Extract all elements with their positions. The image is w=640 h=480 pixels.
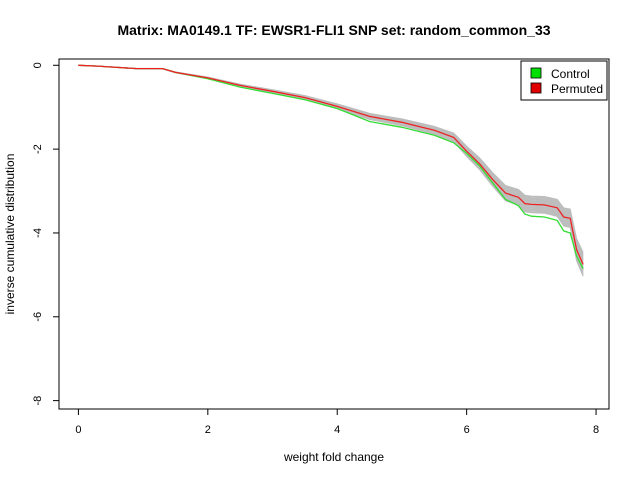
y-tick-label: 0 [32,62,44,68]
permutation-line [78,64,584,276]
permutation-line [78,64,584,262]
legend-permuted-label: Permuted [551,82,603,96]
x-tick-label: 4 [334,424,340,436]
permutation-line [78,64,584,265]
series-line-permuted [78,64,584,265]
permutation-line [78,64,584,269]
x-tick-label: 2 [205,424,211,436]
permutation-line [78,64,584,272]
permutation-line [78,64,584,275]
x-tick-label: 8 [593,424,599,436]
permutation-line [78,64,584,273]
permutation-line [78,64,584,258]
x-axis: 0 2 4 6 8 [75,408,599,436]
permutation-line [78,64,584,259]
legend: Control Permuted [520,60,608,101]
permutation-line [78,64,584,255]
y-axis-label: inverse cumulative distribution [3,154,17,315]
permutation-line [78,64,584,260]
chart-title: Matrix: MA0149.1 TF: EWSR1-FLI1 SNP set:… [117,22,550,38]
permutation-line [78,64,584,277]
permutation-line [78,64,584,253]
legend-permuted-swatch [530,82,542,94]
permutation-line [78,64,584,266]
y-tick-label: -2 [32,144,44,154]
permutation-line [78,64,584,256]
y-tick-label: -8 [32,396,44,406]
permutation-line [78,64,584,264]
permutation-line [78,64,584,274]
legend-box [520,60,608,101]
permutation-line [78,64,584,271]
y-axis: 0 -2 -4 -6 -8 [32,62,60,406]
series-lines [78,64,584,269]
permutation-line [78,64,584,270]
legend-control-label: Control [551,67,590,81]
x-tick-label: 0 [75,424,81,436]
y-tick-label: -4 [32,228,44,238]
permutation-line [78,64,584,263]
permutation-line [78,64,584,254]
x-tick-label: 6 [464,424,470,436]
x-axis-label: weight fold change [283,450,384,464]
legend-control-swatch [530,67,542,79]
permutation-line [78,64,584,257]
permutation-line [78,64,584,268]
permuted-band [78,64,584,277]
permutation-line [78,64,584,267]
plot-area [58,58,610,410]
series-line-control [78,64,584,269]
y-tick-label: -6 [32,312,44,322]
